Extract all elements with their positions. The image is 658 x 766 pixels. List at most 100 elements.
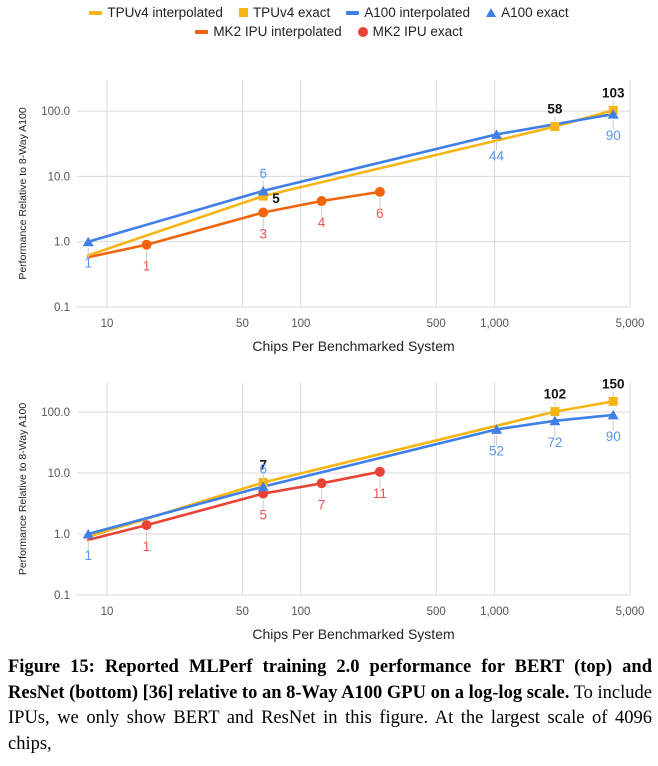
data-label: 6 — [376, 206, 384, 221]
marker-tpuv4[interactable] — [608, 396, 618, 406]
marker-mk2-ipu[interactable] — [374, 186, 385, 197]
legend-row: TPUv4 interpolated TPUv4 exact A100 interp… — [89, 5, 569, 20]
chart-resnet: 0.1 1.0 10.0 100.0 10 50 100 500 1,000 5,000 Chips… — [0, 365, 658, 655]
legend-triangle-icon — [486, 8, 497, 17]
x-tick-labels: 10 50 100 500 1,000 5,000 — [101, 318, 645, 330]
x-tick-label: 1,000 — [480, 318, 509, 330]
y-tick-labels: 0.1 1.0 10.0 100.0 — [41, 106, 70, 314]
marker-a100[interactable] — [491, 129, 503, 139]
marker-mk2-ipu[interactable] — [316, 478, 327, 489]
legend-item-tpuv4-interpolated[interactable]: TPUv4 interpolated — [89, 5, 223, 20]
marker-mk2-ipu[interactable] — [316, 196, 327, 207]
series-line-tpuv4 — [86, 109, 615, 257]
data-label: 102 — [544, 387, 567, 402]
marker-a100[interactable] — [82, 529, 94, 539]
marker-a100[interactable] — [491, 424, 503, 434]
data-label: 6 — [259, 166, 267, 181]
chart-svg: 0.1 1.0 10.0 100.0 10 50 100 500 1,000 5,000 Chips… — [17, 80, 645, 354]
marker-a100[interactable] — [549, 415, 561, 426]
series-line-mk2-ipu — [86, 470, 382, 542]
data-label: 72 — [547, 435, 562, 450]
data-label: 5 — [272, 191, 280, 206]
data-label: 103 — [602, 85, 625, 100]
marker-mk2-ipu[interactable] — [258, 488, 269, 499]
legend-circle-icon — [357, 26, 368, 37]
marker-tpuv4[interactable] — [550, 122, 560, 132]
data-label: 1 — [84, 548, 92, 563]
legend-item-mk2-ipu-interpolated[interactable]: MK2 IPU interpolated — [195, 24, 342, 39]
data-label: 6 — [259, 462, 267, 477]
y-axis-title: Performance Relative to 8-Way A100 — [17, 107, 29, 280]
legend-label: A100 exact — [501, 5, 569, 20]
y-tick-label: 10.0 — [48, 468, 70, 480]
y-tick-label: 0.1 — [54, 590, 70, 602]
y-tick-label: 100.0 — [41, 106, 70, 118]
caption-bold-part: Figure 15: Reported MLPerf training 2.0 … — [8, 657, 652, 703]
marker-mk2-ipu[interactable] — [374, 466, 385, 477]
marker-tpuv4[interactable] — [258, 191, 268, 201]
legend-label: A100 interpolated — [364, 5, 471, 20]
y-tick-label: 1.0 — [54, 529, 70, 541]
data-label: 3 — [259, 227, 267, 242]
x-axis-title: Chips Per Benchmarked System — [252, 626, 454, 642]
data-label: 5 — [259, 508, 267, 523]
data-label: 11 — [373, 486, 387, 501]
series-line-a100 — [86, 112, 615, 243]
marker-mk2-ipu[interactable] — [141, 520, 152, 531]
data-label: 52 — [489, 443, 504, 458]
legend-label: MK2 IPU interpolated — [213, 24, 342, 39]
legend-item-mk2-ipu-exact[interactable]: MK2 IPU exact — [357, 24, 463, 39]
legend-item-a100-exact[interactable]: A100 exact — [486, 5, 569, 20]
legend-label: MK2 IPU exact — [372, 24, 463, 39]
legend-dash-icon — [346, 10, 360, 15]
series-line-tpuv4 — [86, 400, 615, 539]
x-tick-label: 10 — [101, 606, 114, 618]
marker-a100[interactable] — [607, 409, 619, 420]
chart-legend: TPUv4 interpolated TPUv4 exact A100 interp… — [0, 0, 658, 39]
data-label: 1 — [143, 259, 151, 274]
y-tick-label: 1.0 — [54, 237, 70, 249]
x-tick-label: 1,000 — [480, 606, 509, 618]
legend-label: TPUv4 interpolated — [107, 5, 223, 20]
x-axis-title: Chips Per Benchmarked System — [252, 338, 454, 354]
marker-tpuv4[interactable] — [550, 407, 560, 417]
grid-group — [77, 383, 631, 596]
series-line-mk2-ipu — [86, 190, 382, 259]
y-axis-title: Performance Relative to 8-Way A100 — [17, 403, 29, 576]
legend-item-tpuv4-exact[interactable]: TPUv4 exact — [238, 5, 331, 20]
legend-item-a100-interpolated[interactable]: A100 interpolated — [346, 5, 470, 20]
x-tick-label: 50 — [236, 606, 249, 618]
grid-group — [77, 80, 631, 308]
x-tick-label: 100 — [291, 318, 310, 330]
marker-a100[interactable] — [607, 109, 619, 119]
marker-mk2-ipu[interactable] — [258, 207, 269, 218]
chart-bert: 0.1 1.0 10.0 100.0 10 50 100 500 1,000 5,000 Chips… — [0, 58, 658, 363]
legend-row: MK2 IPU interpolated MK2 IPU exact — [195, 24, 463, 39]
marker-a100[interactable] — [257, 481, 269, 492]
data-label: 150 — [602, 376, 625, 391]
caption-rest-part: To include IPUs, we only show BERT and R… — [8, 682, 652, 754]
legend-label: TPUv4 exact — [252, 5, 331, 20]
y-tick-label: 0.1 — [54, 302, 70, 314]
x-tick-label: 10 — [101, 318, 114, 330]
x-tick-label: 500 — [427, 318, 446, 330]
data-label: 4 — [318, 215, 326, 230]
legend-dash-icon — [89, 10, 103, 15]
y-tick-labels: 0.1 1.0 10.0 100.0 — [41, 407, 70, 602]
chart-svg: 0.1 1.0 10.0 100.0 10 50 100 500 1,000 5,000 Chips… — [17, 376, 645, 642]
data-label: 1 — [84, 256, 92, 271]
x-tick-label: 5,000 — [616, 318, 645, 330]
x-tick-labels: 10 50 100 500 1,000 5,000 — [101, 606, 645, 618]
marker-a100[interactable] — [82, 236, 94, 247]
marker-a100[interactable] — [257, 185, 269, 196]
data-label: 58 — [547, 102, 563, 117]
series-line-a100 — [86, 413, 615, 536]
x-tick-label: 5,000 — [616, 606, 645, 618]
legend-dash-icon — [195, 29, 209, 34]
marker-mk2-ipu[interactable] — [141, 239, 152, 250]
x-tick-label: 500 — [427, 606, 446, 618]
data-label: 90 — [606, 429, 621, 444]
data-label: 1 — [143, 539, 151, 554]
y-tick-label: 100.0 — [41, 407, 70, 419]
